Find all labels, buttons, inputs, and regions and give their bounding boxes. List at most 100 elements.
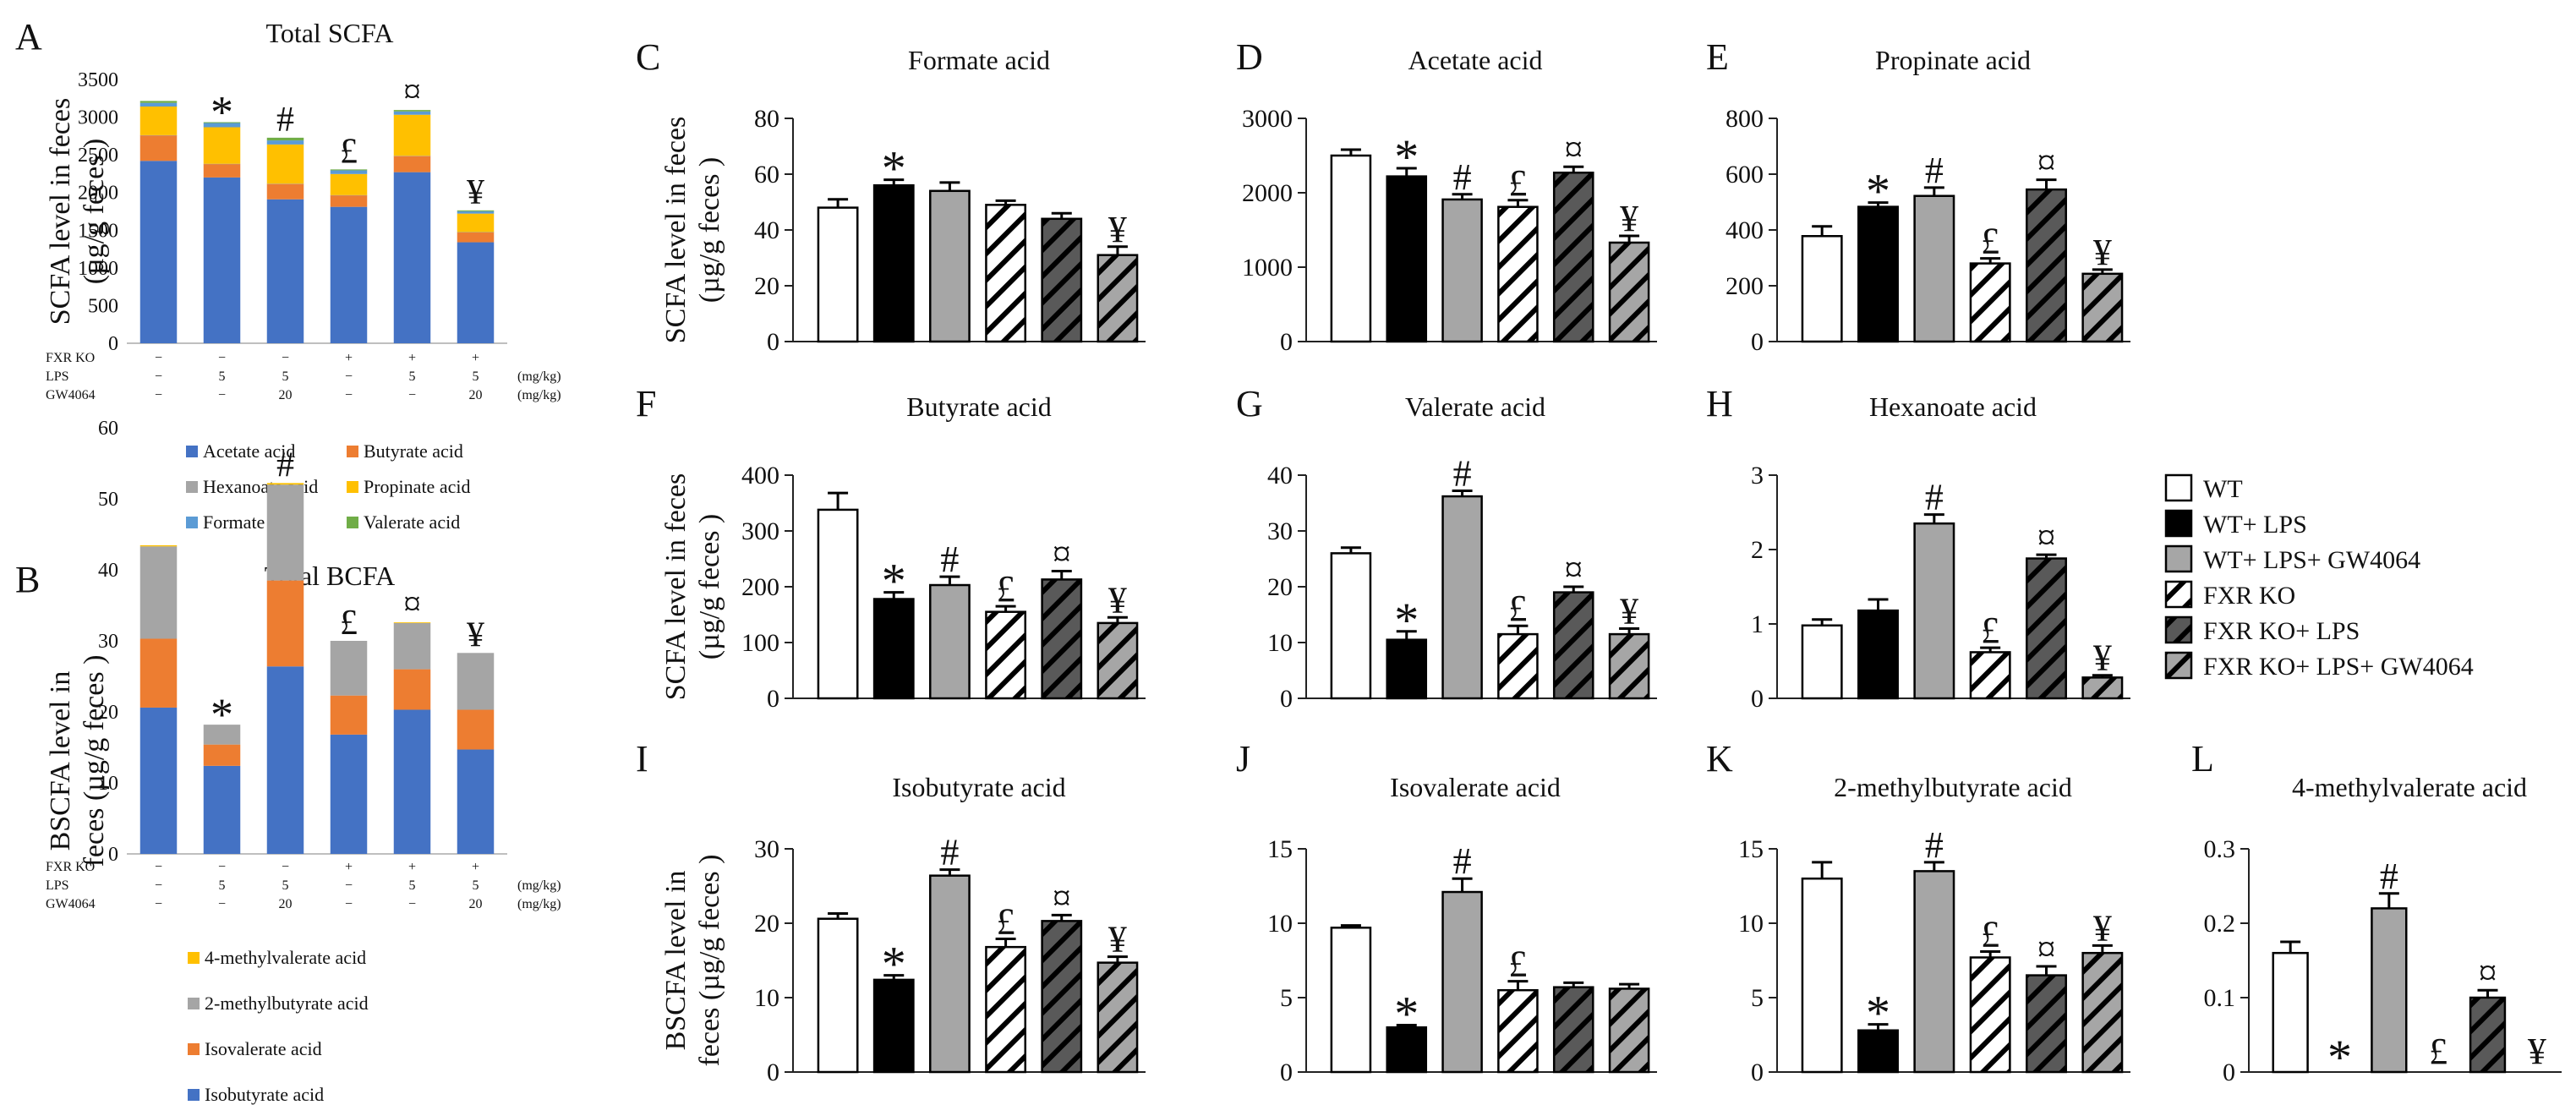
- y-tick-label: 0: [108, 844, 118, 866]
- bar: [1097, 621, 1139, 700]
- significance-mark: ¤: [403, 73, 421, 112]
- stack-segment: [266, 666, 304, 854]
- legend-swatch: [186, 517, 198, 528]
- stack-segment: [330, 173, 368, 195]
- axis-label-line: (µg/g feces ): [79, 139, 110, 285]
- y-tick-label: 10: [1267, 910, 1293, 938]
- significance-mark: *: [882, 141, 906, 196]
- legend-label: Propinate acid: [364, 476, 470, 497]
- y-axis-label-b: BSCFA level in feces (µg/g feces ): [45, 655, 110, 867]
- bar: [1969, 651, 2011, 700]
- y-tick-label: 60: [754, 161, 779, 189]
- legend-swatch-group: [2164, 509, 2193, 538]
- bar: [2469, 996, 2507, 1074]
- y-tick-label: 15: [1267, 835, 1293, 863]
- significance-mark: *: [2327, 1030, 2352, 1085]
- legend-swatch-group: [2164, 615, 2193, 644]
- significance-mark: #: [276, 446, 294, 484]
- bar: [1969, 262, 2011, 343]
- table-cell: +: [345, 860, 353, 874]
- bar: [1857, 205, 1899, 343]
- y-tick-label: 400: [741, 462, 779, 490]
- axis-label-line: BSCFA level in: [660, 871, 692, 1051]
- y-tick-label: 3: [1751, 462, 1764, 490]
- stack-segment: [393, 709, 431, 854]
- stack-segment: [393, 156, 431, 172]
- panel-letter-g: G: [1236, 383, 1263, 424]
- y-tick-label: 15: [1738, 835, 1764, 863]
- significance-mark: £: [1981, 913, 1999, 955]
- panel-letter-k: K: [1706, 738, 1733, 780]
- y-tick-label: 0: [108, 333, 118, 355]
- bar: [1097, 961, 1139, 1074]
- stack-segment: [139, 546, 178, 639]
- y-tick-label: 2: [1751, 536, 1764, 564]
- y-tick-label: 3000: [78, 107, 118, 129]
- bar: [1857, 609, 1899, 700]
- significance-mark: ¤: [1053, 533, 1071, 575]
- table-row-label: FXR KO: [46, 351, 95, 365]
- stack-segment: [457, 232, 495, 243]
- y-tick-label: 2500: [78, 145, 118, 167]
- legend-label: 4-methylvalerate acid: [205, 947, 366, 968]
- legend-swatch: [347, 446, 358, 457]
- table-cell: −: [408, 897, 416, 911]
- stack-segment: [393, 172, 431, 343]
- significance-mark: ¤: [2037, 517, 2056, 558]
- significance-mark: £: [340, 604, 358, 643]
- stack-segment: [330, 170, 368, 174]
- significance-mark: #: [940, 539, 959, 580]
- stack-segment: [203, 123, 241, 128]
- legend-swatch: [188, 1043, 200, 1055]
- significance-mark: ¥: [1108, 579, 1127, 621]
- stack-segment: [139, 101, 178, 103]
- significance-mark: ¤: [403, 585, 421, 624]
- significance-mark: *: [882, 554, 906, 609]
- legend-label-group: FXR KO+ LPS+ GW4064: [2203, 653, 2474, 681]
- bar: [2081, 272, 2124, 343]
- table-cell: 20: [469, 388, 483, 402]
- table-cell: 20: [279, 897, 293, 911]
- bar: [1552, 591, 1594, 700]
- group-legend: WT WT+ LPS WT+ LPS+ GW4064 FXR KO FXR KO+ LP…: [2164, 473, 2474, 681]
- panel-e: E Propinate acid 0 200 400 600 800 * # £ ¤ ¥: [1706, 36, 2130, 356]
- bar: [2026, 974, 2067, 1074]
- stack-segment: [266, 137, 304, 141]
- table-cell: 5: [409, 369, 416, 384]
- legend-label: 2-methylbutyrate acid: [205, 993, 369, 1014]
- table-cell: −: [218, 388, 226, 402]
- significance-mark: *: [1394, 129, 1419, 184]
- table-unit: (mg/kg): [517, 388, 561, 402]
- bar: [1801, 235, 1843, 343]
- y-tick-label: 0: [1751, 1059, 1764, 1086]
- panel-letter-c: C: [636, 36, 660, 78]
- legend-label-group: WT: [2203, 475, 2243, 503]
- table-cell: 5: [473, 369, 479, 384]
- y-tick-label: 20: [754, 910, 779, 938]
- stack-segment: [266, 483, 304, 485]
- y-tick-label: 1500: [78, 220, 118, 242]
- panel-letter-b: B: [15, 559, 40, 600]
- panel-i: I Isobutyrate acid 0 10 20 30 * # £ ¤ ¥: [636, 738, 1146, 1086]
- significance-mark: £: [1508, 588, 1527, 629]
- legend-swatch-group: [2164, 580, 2193, 609]
- legend-swatch: [186, 446, 198, 457]
- bar: [817, 917, 859, 1074]
- stack-segment: [139, 707, 178, 854]
- stack-segment: [266, 199, 304, 343]
- panel-letter-l: L: [2191, 738, 2214, 780]
- bar: [1608, 241, 1650, 343]
- bar: [2371, 907, 2408, 1074]
- panel-letter-i: I: [636, 738, 648, 780]
- panel-g: G Valerate acid 0 10 20 30 40 * # £ ¤ ¥: [1236, 383, 1657, 713]
- y-tick-label: 0: [1280, 1059, 1293, 1086]
- significance-mark: *: [1394, 987, 1419, 1042]
- bar: [1441, 495, 1483, 700]
- stack-segment: [457, 242, 495, 343]
- y-tick-label: 3000: [1242, 105, 1293, 133]
- legend-label-group: FXR KO: [2203, 582, 2295, 610]
- table-cell: 5: [219, 878, 226, 893]
- stack-segment: [393, 114, 431, 156]
